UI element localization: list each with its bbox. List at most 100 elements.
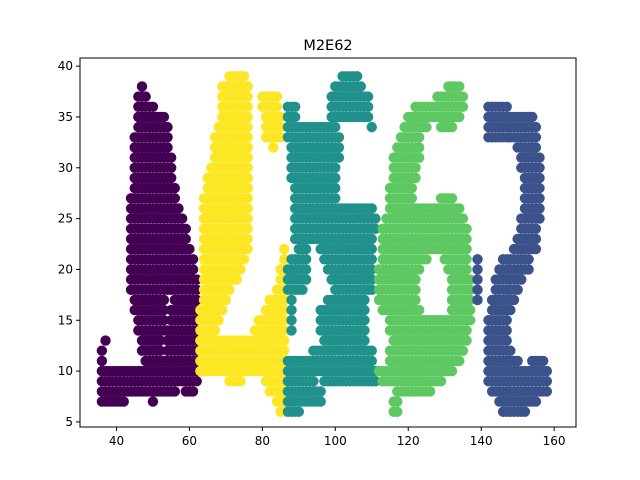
data-point	[286, 295, 296, 305]
data-point	[286, 305, 296, 315]
data-point	[162, 122, 172, 132]
x-tick-label: 120	[397, 434, 420, 448]
data-point	[170, 386, 180, 396]
data-point	[367, 244, 377, 254]
data-point	[512, 356, 522, 366]
data-point	[334, 152, 344, 162]
y-tick-label: 10	[58, 364, 73, 378]
data-point	[316, 386, 326, 396]
data-point	[414, 132, 424, 142]
data-point	[461, 244, 471, 254]
data-point	[534, 213, 544, 223]
data-point	[447, 366, 457, 376]
data-point	[181, 234, 191, 244]
data-point	[472, 285, 482, 295]
data-point	[542, 386, 552, 396]
data-point	[232, 274, 242, 284]
data-point	[268, 142, 278, 152]
data-point	[352, 71, 362, 81]
data-point	[505, 305, 515, 315]
data-point	[243, 163, 253, 173]
data-point	[217, 305, 227, 315]
data-point	[531, 132, 541, 142]
data-point	[235, 376, 245, 386]
chart-title: M2E62	[303, 38, 352, 54]
data-point	[140, 91, 150, 101]
y-tick-label: 25	[58, 212, 73, 226]
data-point	[243, 122, 253, 132]
data-point	[472, 264, 482, 274]
data-point	[370, 213, 380, 223]
data-point	[531, 142, 541, 152]
data-point	[334, 142, 344, 152]
data-point	[410, 173, 420, 183]
data-point	[192, 376, 202, 386]
data-point	[421, 254, 431, 264]
data-point	[542, 366, 552, 376]
data-point	[454, 356, 464, 366]
data-point	[301, 264, 311, 274]
data-point	[243, 102, 253, 112]
data-point	[534, 193, 544, 203]
data-point	[359, 295, 369, 305]
data-point	[363, 112, 373, 122]
data-point	[392, 407, 402, 417]
data-point	[531, 234, 541, 244]
data-point	[367, 346, 377, 356]
data-point	[224, 285, 234, 295]
data-point	[523, 264, 533, 274]
data-point	[279, 346, 289, 356]
data-point	[534, 203, 544, 213]
data-point	[461, 234, 471, 244]
data-point	[542, 376, 552, 386]
x-tick-label: 40	[109, 434, 124, 448]
data-point	[100, 335, 110, 345]
data-point	[407, 183, 417, 193]
data-point	[166, 163, 176, 173]
data-point	[279, 244, 289, 254]
data-point	[162, 132, 172, 142]
data-point	[472, 295, 482, 305]
data-point	[414, 152, 424, 162]
data-point	[243, 81, 253, 91]
data-point	[505, 346, 515, 356]
data-point	[367, 122, 377, 132]
data-point	[447, 122, 457, 132]
data-point	[534, 152, 544, 162]
data-point	[461, 325, 471, 335]
data-point	[210, 325, 220, 335]
data-point	[243, 132, 253, 142]
data-point	[502, 102, 512, 112]
data-point	[502, 325, 512, 335]
data-point	[436, 376, 446, 386]
data-point	[359, 335, 369, 345]
data-point	[472, 274, 482, 284]
data-point	[184, 244, 194, 254]
data-point	[301, 274, 311, 284]
x-tick-label: 80	[255, 434, 270, 448]
data-point	[531, 122, 541, 132]
data-point	[188, 386, 198, 396]
x-tick-label: 60	[182, 434, 197, 448]
data-point	[454, 203, 464, 213]
data-point	[414, 305, 424, 315]
data-point	[461, 335, 471, 345]
data-point	[188, 264, 198, 274]
data-point	[472, 254, 482, 264]
data-point	[334, 132, 344, 142]
data-point	[367, 203, 377, 213]
data-point	[290, 102, 300, 112]
data-point	[359, 315, 369, 325]
data-point	[166, 173, 176, 183]
data-point	[527, 112, 537, 122]
data-point	[410, 163, 420, 173]
data-point	[330, 122, 340, 132]
y-tick-label: 35	[58, 110, 73, 124]
data-point	[243, 173, 253, 183]
y-tick-label: 5	[65, 415, 73, 429]
data-point	[170, 183, 180, 193]
data-point	[534, 163, 544, 173]
data-point	[410, 295, 420, 305]
y-tick-label: 40	[58, 59, 73, 73]
